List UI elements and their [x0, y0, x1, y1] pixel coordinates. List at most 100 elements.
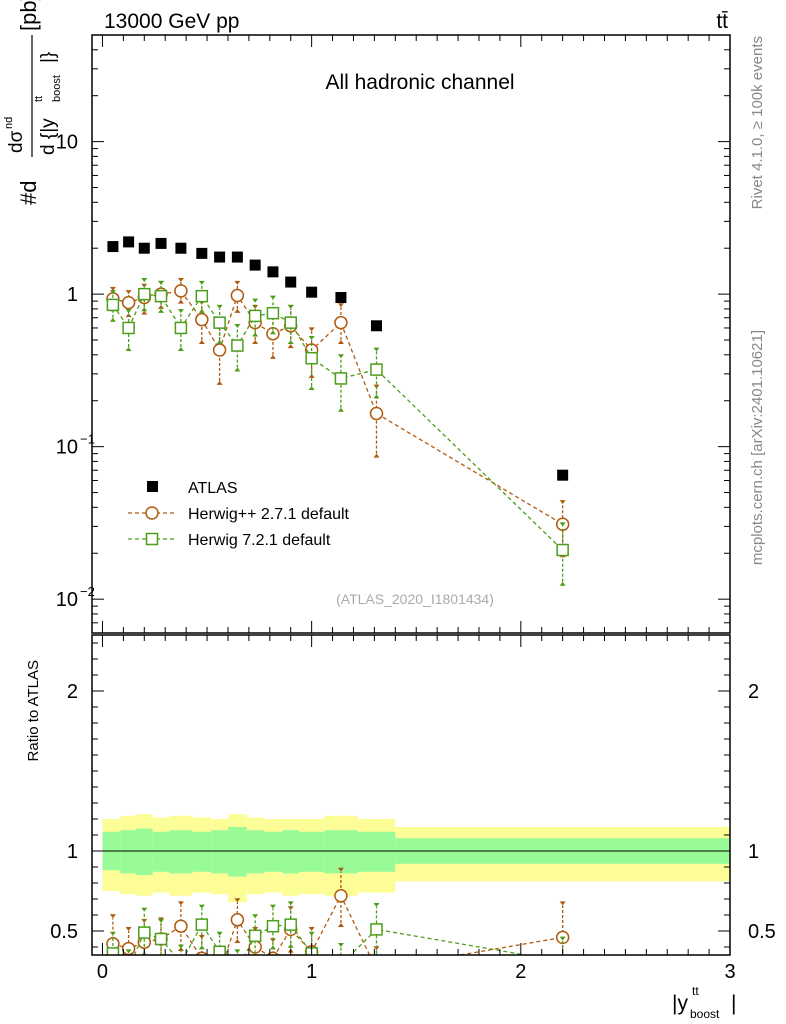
atlas-point	[267, 266, 279, 278]
herwig7-point-errorcap-top	[373, 347, 380, 352]
legend-atlas-marker	[147, 481, 158, 492]
herwig7-point-errorcap-bottom	[252, 332, 259, 337]
herwig7-ratio-point	[370, 923, 383, 936]
herwig7-ratio-point-errorcap-top	[177, 944, 184, 949]
herwig7-ratio-point-errorcap-top	[158, 919, 165, 923]
herwigpp-ratio-point	[174, 919, 188, 933]
herwigpp-point-errorcap-bottom	[216, 380, 223, 385]
herwigpp-point-errorcap-top	[559, 500, 566, 505]
ratio-ytick-label-left: 1	[67, 841, 78, 863]
herwigpp-ratio-point-errorcap-bottom	[217, 987, 223, 991]
ratio-band-inner	[299, 831, 325, 872]
atlas-point	[335, 292, 347, 304]
herwig7-ratio-point	[123, 962, 134, 973]
ratio-xlabel: |y tt boost |	[672, 984, 736, 1021]
herwig7-point-errorcap-bottom	[177, 347, 184, 352]
herwigpp-point-errorcap-top	[109, 286, 116, 291]
ylabel-prefix: #d	[16, 181, 41, 205]
herwig7-ratio-point	[557, 956, 568, 967]
main-ytick-label: 10	[56, 437, 78, 459]
atlas-point	[214, 251, 226, 263]
herwig7-point-errorcap-bottom	[234, 367, 241, 372]
atlas-point	[196, 247, 208, 259]
atlas-point	[123, 236, 135, 248]
herwigpp-point-errorcap-top	[234, 280, 241, 285]
ylabel-denominator-end: |}	[38, 52, 59, 63]
herwig7-point-errorcap-top	[337, 354, 344, 359]
herwig7-point-errorcap-bottom	[373, 394, 380, 399]
main-ytick-label: 10	[56, 589, 78, 611]
ylabel-denominator-sub: boost	[51, 75, 63, 102]
atlas-point	[175, 242, 187, 254]
herwig7-point-errorcap-bottom	[308, 385, 315, 390]
herwig7-ratio-point-errorcap-top	[252, 914, 259, 919]
ratio-band-inner	[263, 831, 283, 872]
xlabel-sup: tt	[692, 984, 699, 998]
herwig7-point	[106, 298, 120, 312]
ylabel-unit: [pb]	[16, 0, 41, 31]
herwig7-point	[174, 321, 188, 335]
herwigpp-ratio-point	[370, 963, 382, 975]
chart-title: All hadronic channel	[325, 71, 514, 94]
herwig7-ratio-point-errorcap-bottom	[560, 979, 566, 983]
herwig7-point	[122, 321, 135, 335]
herwigpp-ratio-point	[230, 913, 245, 927]
ratio-ylabel: Ratio to ATLAS	[25, 660, 42, 761]
main-data-layer	[106, 236, 570, 586]
ratio-band-inner	[169, 830, 193, 874]
herwig7-point-errorcap-bottom	[125, 347, 132, 352]
herwigpp-point	[369, 406, 384, 421]
herwigpp-point-errorcap-top	[177, 278, 184, 283]
rivet-version-label: Rivet 4.1.0, ≥ 100k events	[749, 36, 766, 209]
herwig7-point-errorcap-bottom	[559, 581, 566, 586]
herwig7-ratio-point-errorcap-top	[216, 931, 223, 936]
main-frame	[91, 34, 731, 634]
herwigpp-point-errorcap-bottom	[287, 344, 294, 349]
herwigpp-point	[121, 295, 136, 310]
herwigpp-ratio-point-errorcap-bottom	[270, 974, 276, 978]
herwig7-ratio-point	[138, 926, 151, 939]
herwig7-point	[248, 309, 262, 323]
ratio-ytick-label-right: 1	[748, 841, 759, 863]
atlas-point	[231, 251, 243, 263]
herwigpp-ratio-point-errorcap-top	[252, 927, 259, 931]
herwig7-ratio-point	[106, 947, 120, 955]
atlas-point	[285, 276, 297, 288]
ratio-ytick-label-left: 0.5	[50, 921, 78, 943]
herwigpp-ratio-point	[195, 951, 208, 955]
herwig7-ratio-point	[154, 932, 168, 946]
herwig7-ratio-point	[232, 964, 243, 975]
herwigpp-point	[334, 315, 348, 330]
herwig7-point-errorcap-bottom	[269, 330, 276, 335]
herwig7-point	[195, 289, 209, 303]
herwig7-ratio-point-errorcap-top	[308, 931, 315, 936]
ratio-frame	[91, 634, 731, 956]
main-ytick-label: 10	[56, 132, 78, 154]
herwigpp-point-errorcap-top	[337, 303, 344, 308]
herwigpp-point-errorcap-bottom	[177, 299, 184, 304]
herwig7-ratio-point-errorcap-bottom	[126, 982, 132, 986]
analysis-id: (ATLAS_2020_I1801434)	[336, 591, 494, 607]
ratio-band-inner	[135, 828, 153, 875]
herwig7-point-errorcap-top	[559, 522, 566, 527]
herwig7-point	[284, 316, 297, 329]
herwigpp-point	[195, 312, 209, 327]
ratio-xtick-label: 0	[97, 961, 108, 983]
herwig7-ratio-point-errorcap-bottom	[269, 945, 276, 950]
herwig7-ratio-point-errorcap-top	[287, 901, 294, 906]
herwigpp-point	[230, 288, 245, 303]
herwig7-point-errorcap-top	[234, 323, 241, 328]
herwig7-point	[213, 316, 226, 329]
herwig7-ratio-point-errorcap-top	[559, 936, 566, 941]
herwig7-ratio-point-errorcap-bottom	[178, 977, 184, 981]
herwig7-ratio-point-errorcap-top	[109, 931, 116, 936]
legend-atlas-label: ATLAS	[188, 480, 238, 497]
herwig7-point-errorcap-bottom	[158, 308, 165, 313]
herwig7-ratio-point	[175, 958, 186, 969]
herwig7-point	[305, 351, 318, 365]
herwig7-point-errorcap-top	[198, 280, 205, 285]
ratio-band-inner	[120, 830, 136, 874]
herwigpp-point-errorcap-bottom	[337, 340, 344, 345]
herwigpp-ratio-point-errorcap-bottom	[177, 947, 184, 951]
